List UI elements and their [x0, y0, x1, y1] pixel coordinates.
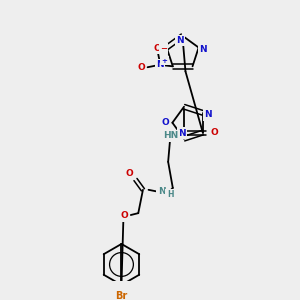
- Text: +: +: [161, 58, 167, 64]
- Text: O: O: [153, 44, 161, 53]
- Text: Br: Br: [116, 291, 128, 300]
- Text: N: N: [158, 187, 165, 196]
- Text: HN: HN: [163, 131, 178, 140]
- Text: O: O: [125, 169, 133, 178]
- Text: N: N: [176, 36, 184, 45]
- Text: N: N: [200, 45, 207, 54]
- Text: O: O: [120, 212, 128, 220]
- Text: N: N: [156, 60, 164, 69]
- Text: O: O: [137, 63, 145, 72]
- Text: −: −: [160, 44, 167, 53]
- Text: O: O: [211, 128, 219, 137]
- Text: N: N: [178, 129, 186, 138]
- Text: H: H: [167, 190, 173, 199]
- Text: O: O: [162, 118, 170, 127]
- Text: N: N: [205, 110, 212, 119]
